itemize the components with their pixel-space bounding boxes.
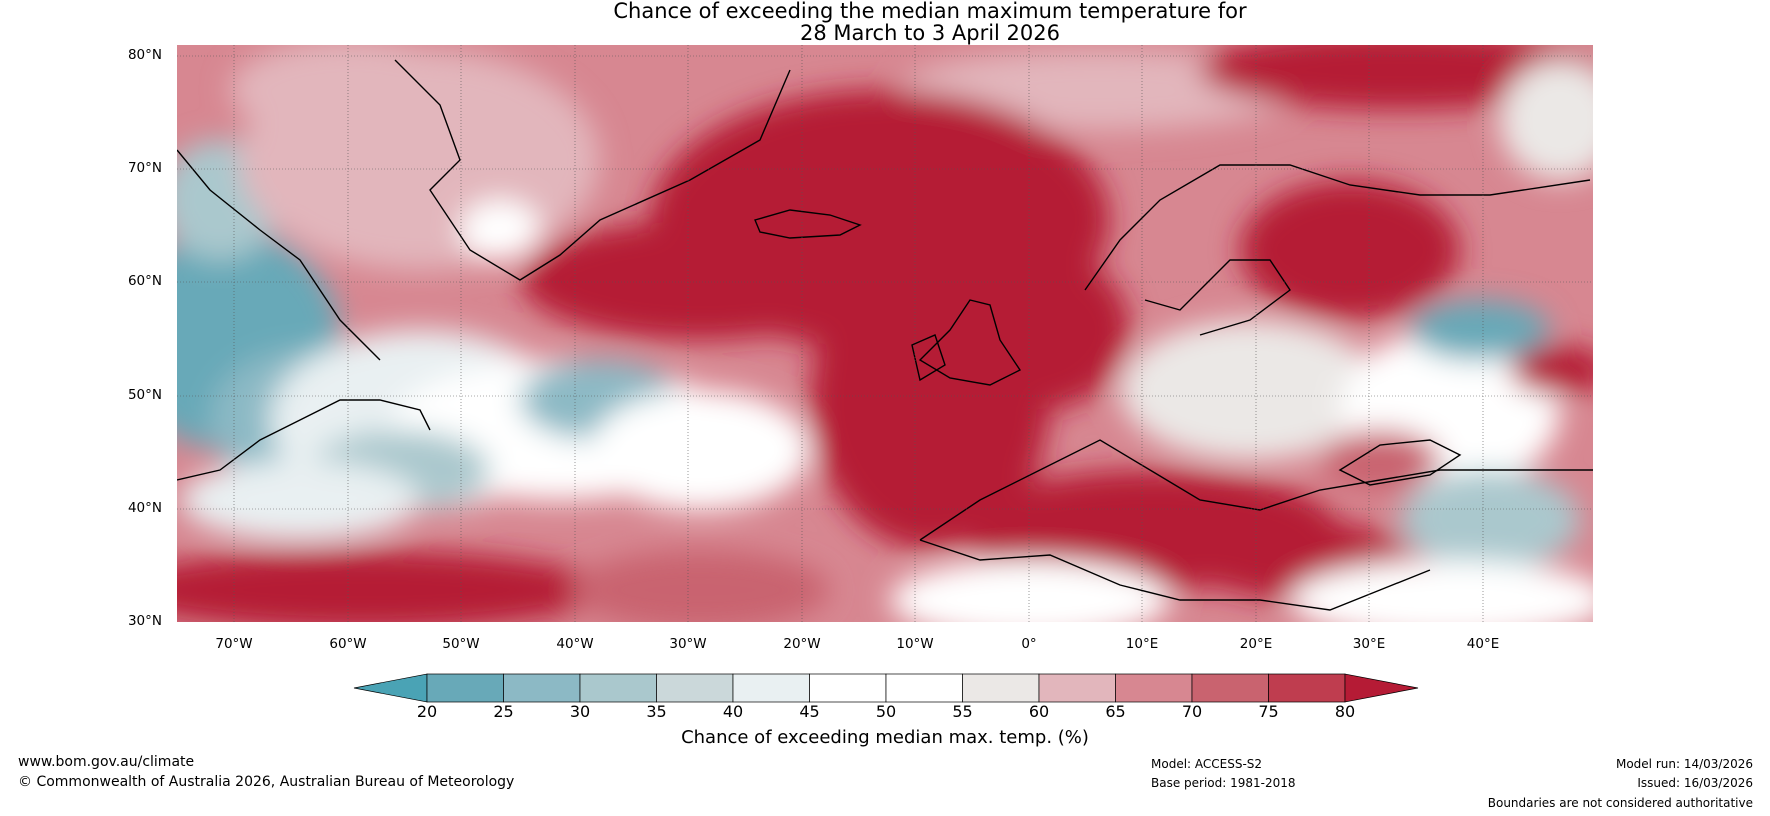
colorbar-segment — [885, 673, 963, 703]
colorbar-tick-label: 65 — [1105, 702, 1126, 721]
colorbar-tick-label: 25 — [493, 702, 514, 721]
colorbar-extend-high — [1344, 673, 1419, 703]
lat-label-30n: 30°N — [127, 613, 162, 629]
lon-label-30w: 30°W — [669, 636, 707, 652]
lon-label-10e: 10°E — [1125, 636, 1159, 652]
colorbar-tick-label: 50 — [875, 702, 897, 721]
lat-label-50n: 50°N — [127, 387, 162, 403]
lon-label-20e: 20°E — [1239, 636, 1273, 652]
colorbar-tick-label: 75 — [1258, 702, 1279, 721]
colorbar-segment — [503, 673, 581, 703]
colorbar-segment — [962, 673, 1040, 703]
lon-label-30e: 30°E — [1352, 636, 1386, 652]
colorbar-segment — [1038, 673, 1116, 703]
lat-label-60n: 60°N — [127, 273, 162, 289]
footer-disclaimer: Boundaries are not considered authoritat… — [1487, 796, 1753, 810]
lon-label-0: 0° — [1021, 636, 1037, 652]
footer-model: Model: ACCESS-S2 — [1151, 757, 1263, 771]
colorbar-segment — [579, 673, 657, 703]
colorbar-segment — [1191, 673, 1269, 703]
map-title-line1: Chance of exceeding the median maximum t… — [613, 0, 1247, 23]
colorbar-tick-label: 60 — [1028, 702, 1050, 721]
colorbar-tick-label: 70 — [1181, 702, 1203, 721]
colorbar-extend-low — [353, 673, 428, 703]
footer-model-run: Model run: 14/03/2026 — [1615, 757, 1753, 771]
map-fill-field — [177, 45, 1593, 622]
colorbar-tick-label: 30 — [569, 702, 591, 721]
lon-label-10w: 10°W — [896, 636, 934, 652]
footer-issued: Issued: 16/03/2026 — [1637, 776, 1753, 790]
lat-label-40n: 40°N — [127, 500, 162, 516]
lat-label-80n: 80°N — [127, 47, 162, 63]
colorbar-segment — [426, 673, 504, 703]
map-title-line2: 28 March to 3 April 2026 — [800, 21, 1060, 45]
colorbar-segment — [656, 673, 734, 703]
footer-website: www.bom.gov.au/climate — [18, 754, 195, 770]
lon-label-20w: 20°W — [783, 636, 821, 652]
colorbar-segment — [809, 673, 887, 703]
footer-copyright: © Commonwealth of Australia 2026, Austra… — [18, 774, 515, 790]
colorbar-tick-label: 20 — [416, 702, 438, 721]
footer-base-period: Base period: 1981-2018 — [1151, 776, 1296, 790]
colorbar-segment — [1268, 673, 1346, 703]
colorbar-tick-label: 80 — [1334, 702, 1356, 721]
colorbar-segment — [1115, 673, 1193, 703]
colorbar-segment — [732, 673, 810, 703]
lon-label-60w: 60°W — [329, 636, 367, 652]
lon-label-40e: 40°E — [1466, 636, 1500, 652]
lon-label-70w: 70°W — [215, 636, 253, 652]
lon-label-50w: 50°W — [442, 636, 480, 652]
colorbar — [353, 673, 1419, 703]
lat-label-70n: 70°N — [127, 160, 162, 176]
colorbar-label: Chance of exceeding median max. temp. (%… — [681, 727, 1089, 748]
colorbar-tick-label: 35 — [646, 702, 667, 721]
colorbar-tick-label: 40 — [722, 702, 744, 721]
lon-label-40w: 40°W — [556, 636, 594, 652]
colorbar-tick-label: 55 — [952, 702, 973, 721]
colorbar-tick-label: 45 — [799, 702, 820, 721]
